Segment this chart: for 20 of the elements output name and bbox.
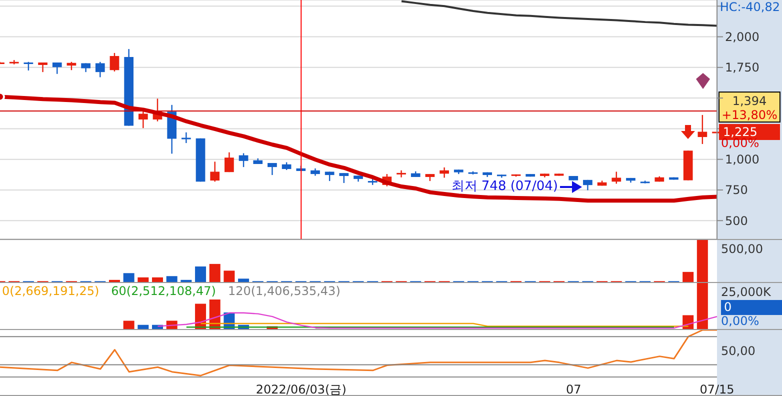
- ref-line-label: 1,394 +13,80%: [722, 94, 778, 122]
- x-tick-label: 2022/06/03(금): [256, 382, 346, 396]
- text: 120(1,406,535,43): [228, 283, 340, 299]
- text: 50,00: [721, 344, 756, 359]
- annotation: 최저 748 (07/04): [451, 179, 558, 195]
- x-tick-label: 07: [566, 382, 582, 396]
- x-tick-label: 07/15: [700, 382, 734, 396]
- tag-box: 0: [721, 300, 782, 315]
- text: HC:-40,82: [720, 0, 780, 15]
- y-tick-label: 500: [725, 214, 748, 228]
- y-tick-label: 750: [725, 183, 748, 198]
- text: 1,225: [719, 124, 780, 140]
- y-tick-label: 1,750: [725, 60, 760, 75]
- annotation: 500,00: [721, 242, 763, 257]
- annotation: 25,000K: [721, 285, 771, 300]
- y-tick-label: 1,000: [725, 152, 760, 167]
- text: 0(2,669,191,25): [2, 283, 100, 299]
- text: 60(2,512,108,47): [111, 283, 216, 299]
- y-tick-label: 2,000: [725, 30, 760, 44]
- annotation: 0,00%: [721, 314, 760, 329]
